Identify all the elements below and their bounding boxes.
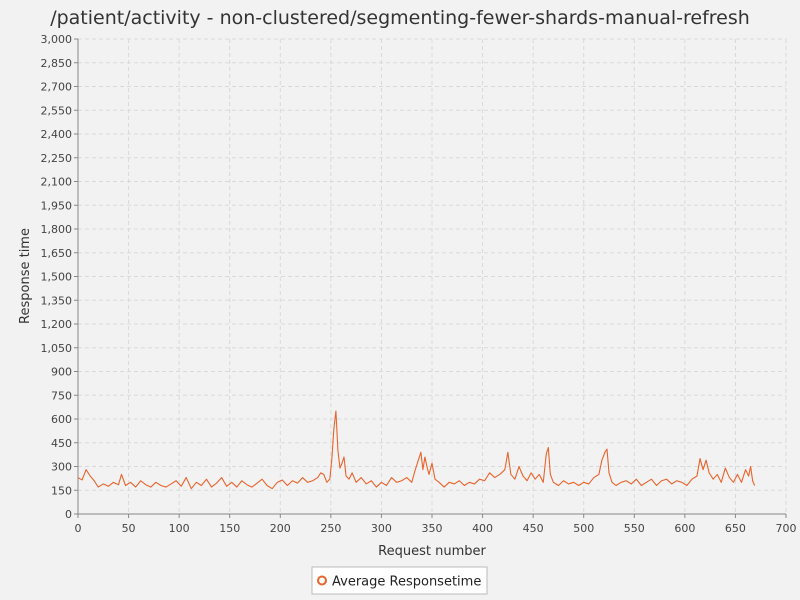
y-tick-label: 2,700 [41,81,73,94]
y-tick-label: 2,550 [41,104,73,117]
x-tick-label: 50 [122,522,136,535]
y-tick-label: 1,500 [41,271,73,284]
x-axis-title: Request number [378,544,486,559]
y-tick-label: 1,200 [41,318,73,331]
y-tick-label: 1,350 [41,294,73,307]
y-tick-label: 2,400 [41,128,73,141]
x-tick-label: 100 [169,522,190,535]
y-axis-title: Response time [18,228,33,324]
x-tick-label: 200 [270,522,291,535]
y-tick-label: 1,050 [41,342,73,355]
axes [74,38,787,518]
x-tick-label: 150 [219,522,240,535]
x-tick-label: 0 [75,522,82,535]
x-tick-label: 600 [674,522,695,535]
legend-label: Average Responsetime [332,575,481,590]
x-tick-label: 550 [624,522,645,535]
y-tick-label: 2,250 [41,152,73,165]
x-tick-label: 650 [725,522,746,535]
grid-lines [77,38,787,515]
tick-labels: 0 150 300 450 600 750 900 1,050 1,200 1,350 1,500 1… [41,33,797,535]
legend-box [311,566,488,595]
y-tick-label: 900 [51,366,72,379]
x-tick-label: 500 [573,522,594,535]
x-tick-label: 700 [776,522,797,535]
y-tick-label: 2,850 [41,57,73,70]
x-tick-label: 350 [422,522,443,535]
y-tick-label: 750 [51,389,72,402]
y-tick-label: 1,650 [41,247,73,260]
series-lines [77,410,756,490]
y-tick-label: 1,800 [41,223,73,236]
y-tick-label: 450 [51,437,72,450]
legend-marker-icon [317,575,327,586]
y-tick-label: 1,950 [41,199,73,212]
series-line-average-responsetime [77,410,756,490]
x-tick-label: 250 [320,522,341,535]
y-tick-label: 2,100 [41,176,73,189]
y-tick-label: 3,000 [41,33,73,46]
x-tick-label: 300 [371,522,392,535]
y-tick-label: 600 [51,413,72,426]
x-tick-label: 400 [472,522,493,535]
legend: Average Responsetime [311,566,488,595]
y-tick-label: 300 [51,461,72,474]
y-tick-label: 0 [65,508,72,521]
x-tick-label: 450 [523,522,544,535]
y-tick-label: 150 [51,484,72,497]
chart-title: /patient/activity - non-clustered/segmen… [50,7,750,29]
